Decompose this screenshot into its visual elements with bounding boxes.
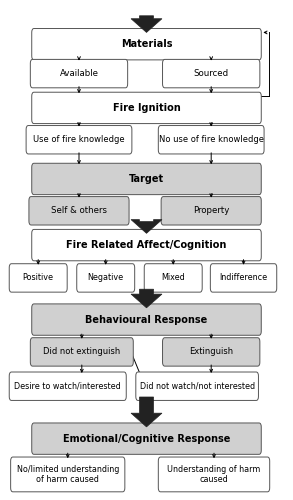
FancyBboxPatch shape [30,338,133,366]
FancyBboxPatch shape [9,264,67,292]
FancyBboxPatch shape [26,126,132,154]
FancyBboxPatch shape [30,60,128,88]
FancyBboxPatch shape [158,457,270,492]
FancyBboxPatch shape [210,264,277,292]
FancyBboxPatch shape [32,164,261,194]
Text: Sourced: Sourced [194,69,229,78]
FancyBboxPatch shape [32,304,261,336]
FancyBboxPatch shape [29,196,129,225]
FancyBboxPatch shape [32,28,261,60]
Text: Understanding of harm
caused: Understanding of harm caused [167,464,261,484]
Text: No/limited understanding
of harm caused: No/limited understanding of harm caused [16,464,119,484]
Text: Mixed: Mixed [161,274,185,282]
Text: Extinguish: Extinguish [189,348,233,356]
FancyBboxPatch shape [163,338,260,366]
FancyBboxPatch shape [158,126,264,154]
Text: Fire Related Affect/Cognition: Fire Related Affect/Cognition [66,240,227,250]
Text: Positive: Positive [23,274,54,282]
FancyBboxPatch shape [32,92,261,124]
Text: Target: Target [129,174,164,184]
FancyBboxPatch shape [161,196,261,225]
Text: Use of fire knowledge: Use of fire knowledge [33,135,125,144]
FancyBboxPatch shape [11,457,125,492]
FancyBboxPatch shape [136,372,258,400]
Text: Did not watch/not interested: Did not watch/not interested [139,382,255,390]
FancyBboxPatch shape [32,230,261,261]
Polygon shape [131,397,162,427]
Text: Behavioural Response: Behavioural Response [85,314,208,324]
Polygon shape [131,289,162,308]
FancyBboxPatch shape [77,264,135,292]
FancyBboxPatch shape [163,60,260,88]
Text: Did not extinguish: Did not extinguish [43,348,120,356]
Polygon shape [131,16,162,32]
FancyBboxPatch shape [32,423,261,454]
Text: Available: Available [59,69,98,78]
Text: Materials: Materials [121,39,172,49]
Text: No use of fire knowledge: No use of fire knowledge [159,135,264,144]
Text: Negative: Negative [88,274,124,282]
Text: Self & others: Self & others [51,206,107,216]
Text: Fire Ignition: Fire Ignition [113,103,180,113]
FancyBboxPatch shape [144,264,202,292]
Text: Property: Property [193,206,229,216]
FancyBboxPatch shape [9,372,126,400]
Text: Indifference: Indifference [219,274,268,282]
Text: Emotional/Cognitive Response: Emotional/Cognitive Response [63,434,230,444]
Polygon shape [131,220,162,234]
Text: Desire to watch/interested: Desire to watch/interested [14,382,121,390]
